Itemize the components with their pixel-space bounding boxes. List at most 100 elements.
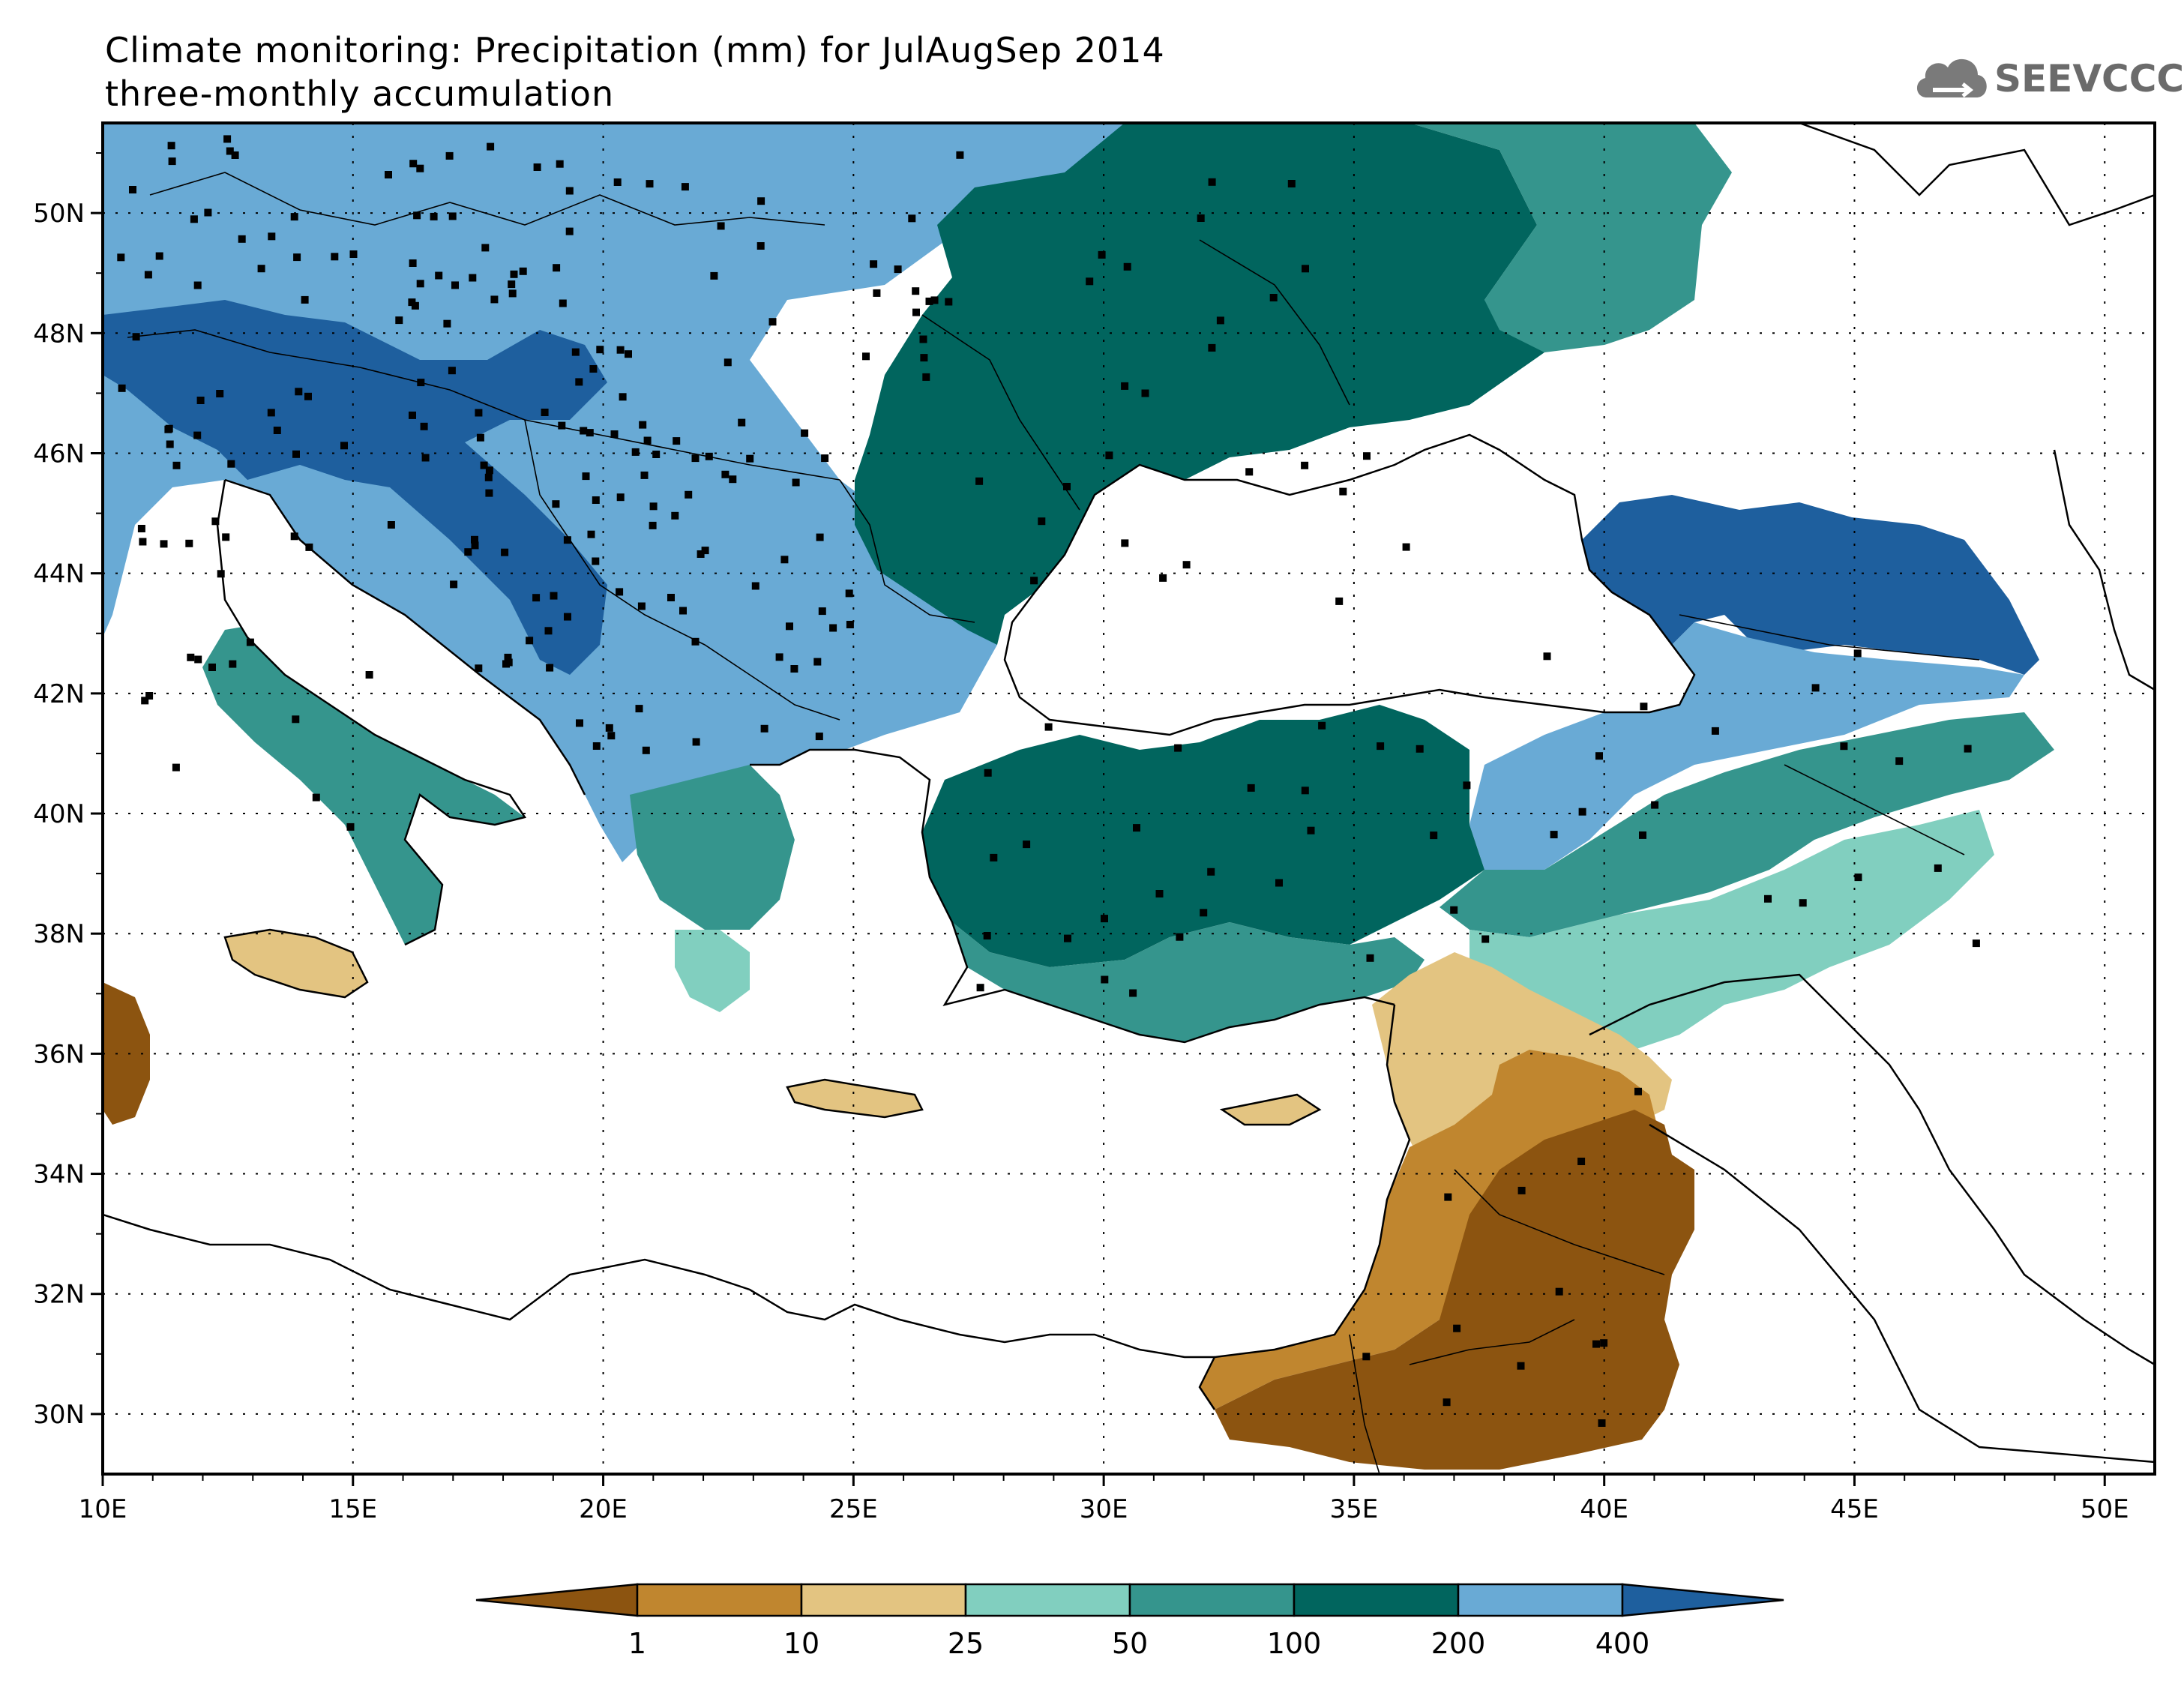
station-marker: [1302, 265, 1309, 273]
station-marker: [172, 461, 181, 469]
station-marker: [575, 378, 583, 386]
station-marker: [267, 409, 275, 417]
station-marker: [471, 535, 478, 544]
title-block: Climate monitoring: Precipitation (mm) f…: [105, 28, 1165, 115]
station-marker: [586, 429, 594, 437]
station-marker: [1044, 723, 1053, 731]
region-50-100-italy: [202, 622, 525, 945]
station-marker: [646, 180, 654, 188]
tick-label-lon: 10E: [79, 1494, 127, 1524]
station-marker: [667, 594, 675, 601]
station-marker: [816, 533, 824, 541]
station-marker: [870, 260, 878, 268]
station-marker: [920, 354, 928, 362]
station-marker: [1634, 1087, 1642, 1095]
station-marker: [701, 547, 709, 555]
station-marker: [607, 732, 616, 740]
tick-label-lat: 48N: [33, 319, 85, 349]
region-400-caucasus: [1582, 495, 2039, 675]
station-marker: [556, 160, 564, 168]
station-marker: [681, 183, 689, 191]
station-marker: [1363, 452, 1371, 460]
station-marker: [553, 264, 561, 272]
station-marker: [697, 550, 705, 558]
tick-label-lat: 44N: [33, 559, 85, 589]
station-marker: [430, 212, 438, 220]
station-marker: [1176, 933, 1184, 941]
station-marker: [1577, 1158, 1586, 1165]
station-marker: [508, 289, 517, 298]
tick-label-lon: 40E: [1580, 1494, 1628, 1524]
station-marker: [550, 592, 558, 600]
tick-label-lat: 42N: [33, 679, 85, 709]
station-marker: [1123, 262, 1131, 271]
station-marker: [1481, 935, 1490, 943]
station-marker: [166, 440, 174, 448]
station-marker: [484, 473, 493, 481]
station-marker: [238, 235, 246, 243]
station-marker: [692, 738, 700, 746]
station-marker: [448, 367, 456, 375]
colorbar-label: 50: [1112, 1627, 1148, 1660]
region-10-25-sicily: [225, 930, 367, 997]
black-sea: [1005, 435, 1694, 735]
station-marker: [894, 265, 902, 274]
station-marker: [532, 594, 541, 602]
station-marker: [637, 602, 646, 610]
station-marker: [613, 178, 622, 186]
station-marker: [435, 271, 443, 280]
axis-tick-labels: 10E 15E 20E 25E 30E 35E 40E 45E 50E 30N 32N 34N 36N 3…: [33, 199, 2129, 1524]
station-marker: [1362, 1353, 1371, 1361]
station-marker: [912, 308, 920, 316]
station-marker: [631, 448, 640, 456]
station-marker: [290, 213, 298, 221]
station-marker: [738, 418, 746, 427]
station-marker: [757, 197, 765, 205]
station-marker: [1578, 808, 1586, 816]
station-marker: [558, 421, 566, 430]
station-marker: [649, 502, 658, 511]
station-marker: [304, 392, 312, 400]
station-marker: [409, 259, 417, 267]
station-marker: [1840, 742, 1848, 751]
coastlines: [103, 123, 2155, 1464]
station-marker: [1101, 915, 1108, 923]
station-marker: [930, 296, 939, 304]
station-marker: [448, 212, 457, 220]
station-marker: [576, 719, 583, 727]
station-marker: [616, 588, 624, 596]
station-marker: [565, 227, 574, 235]
station-marker: [919, 335, 927, 343]
station-marker: [451, 281, 459, 289]
station-marker: [443, 319, 451, 328]
colorbar-label: 400: [1595, 1627, 1650, 1660]
station-marker: [485, 489, 493, 497]
station-marker: [1269, 294, 1278, 301]
station-marker: [1543, 652, 1551, 661]
station-marker: [635, 705, 643, 713]
station-marker: [1063, 483, 1071, 490]
tick-label-lon: 35E: [1330, 1494, 1379, 1524]
station-marker: [1023, 841, 1031, 849]
colorbar-segment: [1293, 1583, 1460, 1617]
station-marker: [862, 352, 870, 361]
station-marker: [1517, 1362, 1525, 1370]
station-marker: [908, 214, 916, 223]
station-marker: [301, 295, 309, 304]
station-marker: [139, 538, 147, 546]
region-200-400-europe: [103, 123, 1140, 862]
station-marker: [1159, 574, 1167, 582]
colorbar-triangle-low: [475, 1583, 639, 1617]
station-marker: [563, 536, 571, 544]
map-subtitle: three-monthly accumulation: [105, 73, 615, 114]
station-marker: [1174, 744, 1182, 752]
station-marker: [625, 350, 632, 358]
station-marker: [642, 746, 650, 754]
station-marker: [801, 429, 809, 437]
station-marker: [679, 607, 687, 615]
station-marker: [818, 607, 826, 616]
colorbar-segment: [1457, 1583, 1624, 1617]
station-marker: [925, 297, 933, 305]
station-marker: [129, 186, 136, 193]
station-marker: [813, 658, 822, 666]
